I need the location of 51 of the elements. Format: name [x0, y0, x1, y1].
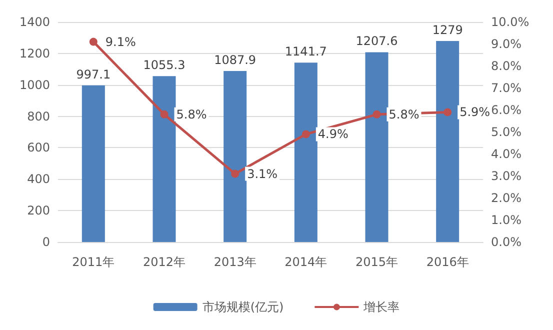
data-label: 1087.9	[214, 53, 256, 68]
data-label: 1055.3	[143, 58, 186, 72]
y2-tick-label: 1.0%	[491, 213, 522, 227]
y-tick-label: 600	[27, 140, 50, 155]
point	[160, 110, 168, 118]
y2-tick-label: 2.0%	[491, 191, 522, 205]
point	[372, 110, 381, 118]
y2-tick-label: 8.0%	[491, 59, 522, 73]
y2-tick-label: 4.0%	[491, 147, 522, 161]
data-label: 5.8%	[176, 107, 207, 122]
x-tick-label: 2011年	[72, 255, 115, 269]
bar	[82, 85, 105, 242]
bar	[294, 62, 318, 242]
y-tick-label: 1000	[19, 78, 50, 92]
x-tick-label: 2014年	[284, 255, 328, 269]
y2-tick-label: 7.0%	[491, 81, 522, 95]
y2-tick-label: 0.0%	[491, 235, 522, 249]
y2-tick-label: 5.0%	[491, 125, 522, 139]
y2-tick-label: 6.0%	[491, 103, 522, 117]
data-label: 4.9%	[318, 127, 348, 142]
data-label: 5.9%	[460, 105, 490, 120]
x-tick-label: 2015年	[355, 255, 398, 269]
data-label: 1279	[432, 23, 463, 38]
point	[89, 38, 98, 46]
data-label: 3.1%	[247, 166, 278, 181]
x-tick-label: 2016年	[426, 255, 469, 269]
bar	[152, 76, 176, 242]
y2-tick-label: 9.0%	[491, 37, 522, 51]
y-tick-label: 800	[27, 109, 50, 124]
point	[444, 108, 452, 116]
bar	[365, 52, 388, 242]
x-tick-label: 2013年	[214, 255, 256, 269]
x-tick-label: 2012年	[142, 255, 186, 269]
bar	[224, 71, 247, 242]
y-tick-label: 1200	[19, 46, 50, 60]
y-tick-label: 0	[42, 235, 50, 249]
point	[302, 130, 310, 138]
data-label: 1141.7	[284, 44, 327, 59]
legend-label: 增长率	[362, 300, 400, 314]
data-label: 997.1	[76, 67, 111, 82]
y-tick-label: 200	[27, 204, 50, 218]
y2-tick-label: 10.0%	[491, 15, 530, 29]
data-label: 1207.6	[356, 34, 398, 48]
legend-label: 市场规模(亿元)	[202, 300, 284, 314]
data-label: 5.8%	[388, 107, 420, 122]
data-label: 9.1%	[105, 34, 136, 49]
y-tick-label: 1400	[19, 15, 50, 29]
point	[231, 170, 240, 178]
y2-tick-label: 3.0%	[491, 169, 522, 183]
y-tick-label: 400	[27, 172, 50, 186]
bar	[436, 41, 460, 242]
